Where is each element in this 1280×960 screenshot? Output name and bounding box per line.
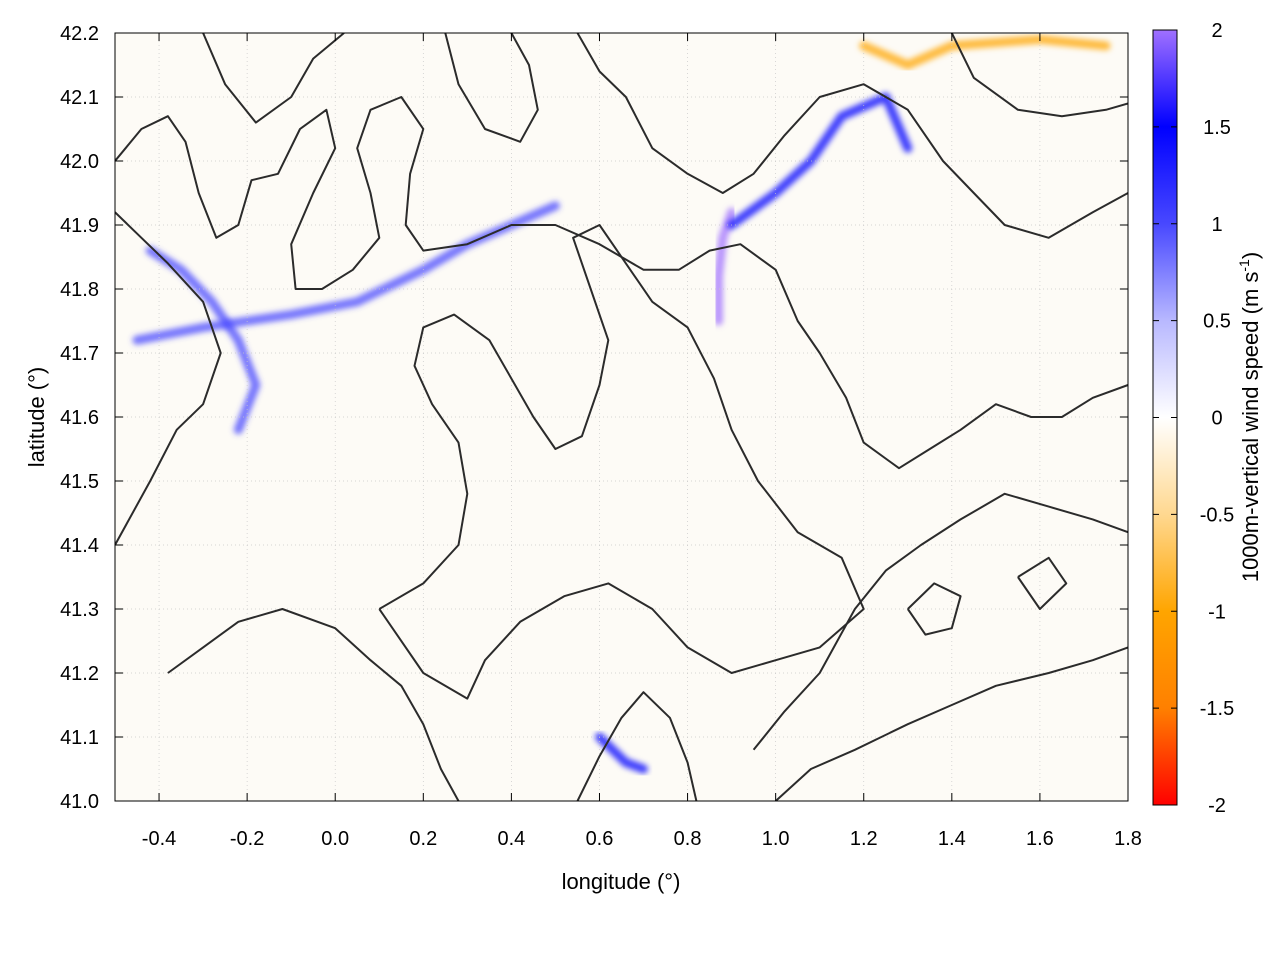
colorbar-label-end: ) [1238,252,1263,259]
contour-line-10 [444,33,539,143]
y-tick-label: 41.6 [60,407,99,429]
y-tick-label: 41.5 [60,471,99,493]
y-tick-label: 41.0 [60,791,99,813]
contour-line-6 [752,492,1128,751]
x-axis-label: longitude (°) [562,869,681,894]
y-tick-label: 41.9 [60,215,99,237]
colorbar-tick-label: 0 [1211,408,1222,430]
y-tick-label: 41.2 [60,663,99,685]
wind-feature-4 [595,732,648,774]
x-tick-label: -0.2 [230,828,264,850]
colorbar-tick-label: -2 [1208,795,1226,817]
x-tick-label: 1.4 [938,828,966,850]
colorbar-tick-label: 0.5 [1203,311,1231,333]
contour-line-5 [775,646,1128,801]
contour-line-7 [576,33,1128,239]
wind-feature-3 [727,92,913,230]
y-tick-label: 42.1 [60,87,99,109]
colorbar-tick-label: 1 [1211,214,1222,236]
contour-line-2 [167,608,460,801]
y-tick-label: 41.3 [60,599,99,621]
colorbar: 2 1.5 1 0.5 0 -0.5 -1 -1.5 -2 1000m-vertical win… [1152,20,1263,817]
grid [115,33,1128,801]
y-axis-label: latitude (°) [24,367,49,468]
colorbar-ticks: 2 1.5 1 0.5 0 -0.5 -1 -1.5 -2 [1153,20,1234,817]
contour-line-12 [1017,556,1068,610]
plot-background [115,33,1128,801]
x-tick-label: 1.2 [850,828,878,850]
colorbar-tick-label: 2 [1211,20,1222,42]
y-tick-label: 41.1 [60,727,99,749]
contour-line-9 [202,33,345,124]
colorbar-tick-label: -0.5 [1200,504,1234,526]
colorbar-tick-label: 1.5 [1203,117,1231,139]
x-tick-label: 0.0 [321,828,349,850]
x-tick-label: 0.6 [586,828,614,850]
colorbar-label-text: 1000m-vertical wind speed (m s [1238,272,1263,583]
colorbar-label-sup: -1 [1236,259,1252,272]
x-tick-label: -0.4 [142,828,176,850]
x-tick-label: 0.8 [674,828,702,850]
y-tick-label: 42.0 [60,151,99,173]
colorbar-tick-label: -1 [1208,601,1226,623]
y-tick-label: 42.2 [60,23,99,45]
contour-line-1 [378,224,865,700]
contour-line-0 [115,96,1128,470]
y-tick-label: 41.4 [60,535,99,557]
wind-feature-1 [145,246,261,435]
x-axis: -0.4 -0.2 0.0 0.2 0.4 0.6 0.8 1.0 1.2 1.4 1.6 1.8 [142,33,1142,850]
y-tick-label: 41.7 [60,343,99,365]
x-tick-label: 0.4 [497,828,525,850]
x-tick-label: 1.0 [762,828,790,850]
y-tick-label: 41.8 [60,279,99,301]
contour-line-3 [115,211,222,546]
contour-line-4 [576,691,698,801]
x-tick-label: 1.6 [1026,828,1054,850]
y-axis: 41.0 41.1 41.2 41.3 41.4 41.5 41.6 41.7 41.8 41.9… [60,23,1128,813]
contour-line-8 [950,33,1128,118]
colorbar-tick-label: -1.5 [1200,698,1234,720]
terrain-contours [115,33,1128,801]
x-tick-label: 0.2 [409,828,437,850]
x-tick-label: 1.8 [1114,828,1142,850]
contour-line-11 [906,582,962,636]
colorbar-label: 1000m-vertical wind speed (m s-1) [1236,252,1263,582]
